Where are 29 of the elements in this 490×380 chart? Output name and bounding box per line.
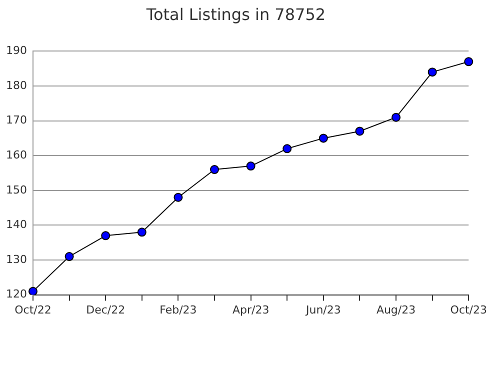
point — [174, 192, 183, 202]
point — [64, 252, 74, 262]
x-tick-label: Feb/23 — [160, 303, 197, 316]
point — [355, 126, 364, 136]
point — [318, 134, 328, 143]
x-tick-label: Aug/23 — [376, 303, 416, 316]
point — [464, 57, 474, 66]
y-tick-label: 160 — [6, 148, 27, 162]
y-tick-label: 140 — [6, 218, 27, 232]
point — [428, 68, 437, 77]
y-tick-label: 190 — [6, 44, 27, 58]
x-tick-label: Oct/22 — [14, 303, 52, 316]
x-tick-label: Oct/23 — [450, 303, 488, 316]
point — [137, 228, 146, 237]
point — [101, 231, 110, 240]
point — [28, 286, 38, 295]
chart-title: Total Listings in 78752 — [145, 4, 326, 24]
y-tick-label: 120 — [6, 288, 27, 301]
y-tick-label: 170 — [6, 114, 27, 127]
point — [392, 112, 401, 122]
x-tick-label: Jun/23 — [304, 303, 341, 316]
point — [210, 165, 220, 174]
y-tick-label: 130 — [6, 252, 27, 266]
y-tick-label: 180 — [6, 78, 27, 92]
y-tick-label: 150 — [6, 183, 27, 196]
point — [246, 162, 256, 171]
point — [282, 144, 292, 154]
x-tick-label: Dec/22 — [86, 303, 126, 316]
x-tick-label: Apr/23 — [232, 303, 270, 316]
